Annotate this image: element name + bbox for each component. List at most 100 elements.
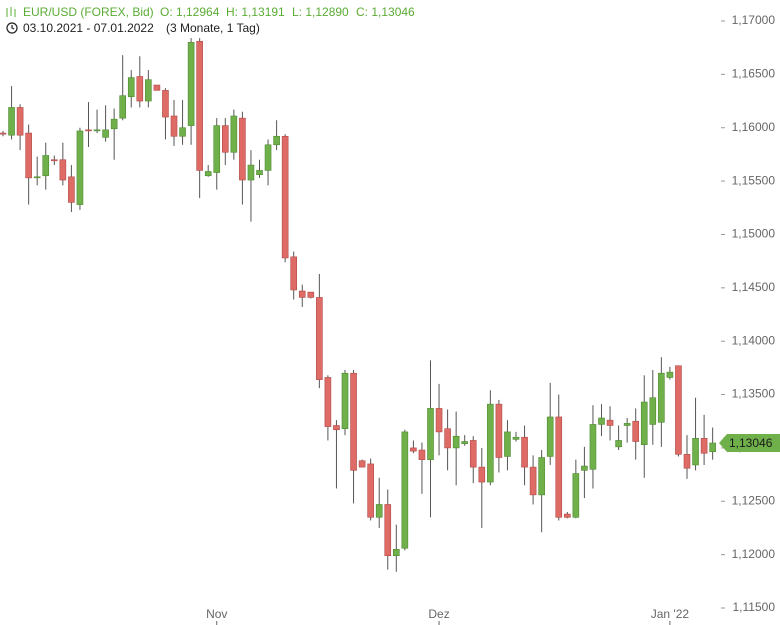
y-tick-label: 1,16500 bbox=[732, 67, 776, 81]
candle-body bbox=[367, 463, 374, 518]
candle-body bbox=[410, 447, 417, 452]
candle-body bbox=[658, 372, 665, 423]
candle-body bbox=[401, 431, 409, 549]
candle-body bbox=[495, 403, 503, 458]
candle-body bbox=[341, 372, 349, 429]
candle-body bbox=[281, 135, 289, 259]
candle-body bbox=[640, 401, 648, 446]
candle-body bbox=[316, 297, 323, 380]
candle-body bbox=[384, 504, 392, 557]
candle-body bbox=[85, 129, 92, 132]
candle-body bbox=[76, 130, 84, 205]
candle-body bbox=[187, 42, 195, 126]
candle-body bbox=[546, 416, 554, 457]
candle-body bbox=[230, 115, 238, 153]
candle-body bbox=[461, 441, 469, 444]
candle-body bbox=[213, 125, 221, 173]
candle-body bbox=[16, 107, 24, 136]
candle-body bbox=[529, 466, 537, 496]
candle-body bbox=[692, 438, 699, 466]
instrument-icon bbox=[6, 7, 16, 17]
last-price-marker bbox=[719, 433, 780, 452]
candle-body bbox=[675, 365, 682, 455]
candle-body bbox=[487, 403, 494, 483]
candle-body bbox=[8, 107, 15, 136]
candle-body bbox=[632, 420, 640, 442]
candle-body bbox=[375, 504, 383, 518]
candle-body bbox=[623, 423, 631, 426]
ohlc-close: C: 1,13046 bbox=[356, 5, 415, 19]
candle-body bbox=[324, 377, 332, 427]
candle-body bbox=[469, 440, 477, 468]
clock-icon bbox=[6, 22, 18, 34]
candle-body bbox=[204, 171, 212, 177]
y-tick-label: 1,14000 bbox=[732, 333, 776, 347]
candle-body bbox=[555, 416, 563, 518]
candle-body bbox=[444, 428, 451, 449]
candle-body bbox=[563, 513, 571, 518]
candle-body bbox=[153, 84, 161, 91]
ohlc-high: H: 1,13191 bbox=[226, 5, 285, 19]
candle-body bbox=[273, 135, 280, 146]
x-tick-label: Jan '22 bbox=[651, 607, 690, 621]
candle-body bbox=[247, 164, 255, 181]
candle-body bbox=[350, 372, 357, 471]
candle-body bbox=[68, 176, 75, 203]
candle-body bbox=[93, 129, 101, 132]
ohlc-open: O: 1,12964 bbox=[160, 5, 220, 19]
y-tick-label: 1,15500 bbox=[732, 173, 776, 187]
candle-body bbox=[170, 115, 178, 137]
candle-body bbox=[333, 425, 340, 431]
candle-body bbox=[196, 40, 203, 171]
candle-body bbox=[427, 408, 434, 460]
y-tick-label: 1,15000 bbox=[732, 227, 776, 241]
candle-body bbox=[290, 256, 298, 291]
x-tick-label: Dez bbox=[428, 607, 449, 621]
y-tick-label: 1,12000 bbox=[732, 547, 776, 561]
candle-body bbox=[709, 442, 716, 453]
candle-body bbox=[119, 95, 126, 119]
candle-body bbox=[110, 118, 118, 130]
y-tick-label: 1,11500 bbox=[733, 600, 776, 614]
candle-body bbox=[59, 159, 67, 181]
candle-body bbox=[615, 440, 622, 448]
candle-body bbox=[589, 424, 597, 470]
candle-body bbox=[358, 460, 366, 468]
y-tick-label: 1,16000 bbox=[732, 120, 776, 134]
candle-body bbox=[298, 290, 306, 298]
period: (3 Monate, 1 Tag) bbox=[166, 21, 260, 35]
candle-body bbox=[581, 465, 588, 471]
y-tick-label: 1,14500 bbox=[732, 280, 776, 294]
ohlc-low: L: 1,12890 bbox=[292, 5, 349, 19]
last-price-label: 1,13046 bbox=[729, 436, 773, 450]
candle-body bbox=[145, 79, 152, 102]
candle-body bbox=[264, 144, 272, 171]
chart-title: EUR/USD (FOREX, Bid) bbox=[23, 5, 154, 19]
candle-body bbox=[25, 132, 32, 179]
candle-body bbox=[33, 176, 41, 179]
candle-body bbox=[512, 436, 520, 440]
candle-body bbox=[222, 125, 229, 153]
candle-body bbox=[521, 436, 528, 468]
candle-body bbox=[42, 155, 50, 177]
y-tick-label: 1,17000 bbox=[732, 13, 776, 27]
candle-body bbox=[162, 90, 169, 118]
candle-body bbox=[418, 449, 426, 460]
candle-body bbox=[179, 127, 186, 137]
candle-body bbox=[683, 454, 691, 469]
candle-body bbox=[572, 473, 580, 518]
candle-body bbox=[666, 371, 674, 378]
candle-body bbox=[307, 291, 315, 298]
x-tick-label: Nov bbox=[206, 607, 227, 621]
candle-body bbox=[538, 457, 545, 496]
candle-body bbox=[452, 435, 460, 449]
candle-body bbox=[700, 438, 708, 454]
candle-body bbox=[598, 417, 605, 425]
candle-body bbox=[504, 431, 511, 457]
candle-body bbox=[136, 76, 144, 102]
candle-body bbox=[127, 77, 135, 98]
candle-body bbox=[649, 397, 657, 425]
candle-body bbox=[239, 117, 246, 181]
candle-body bbox=[392, 548, 400, 557]
